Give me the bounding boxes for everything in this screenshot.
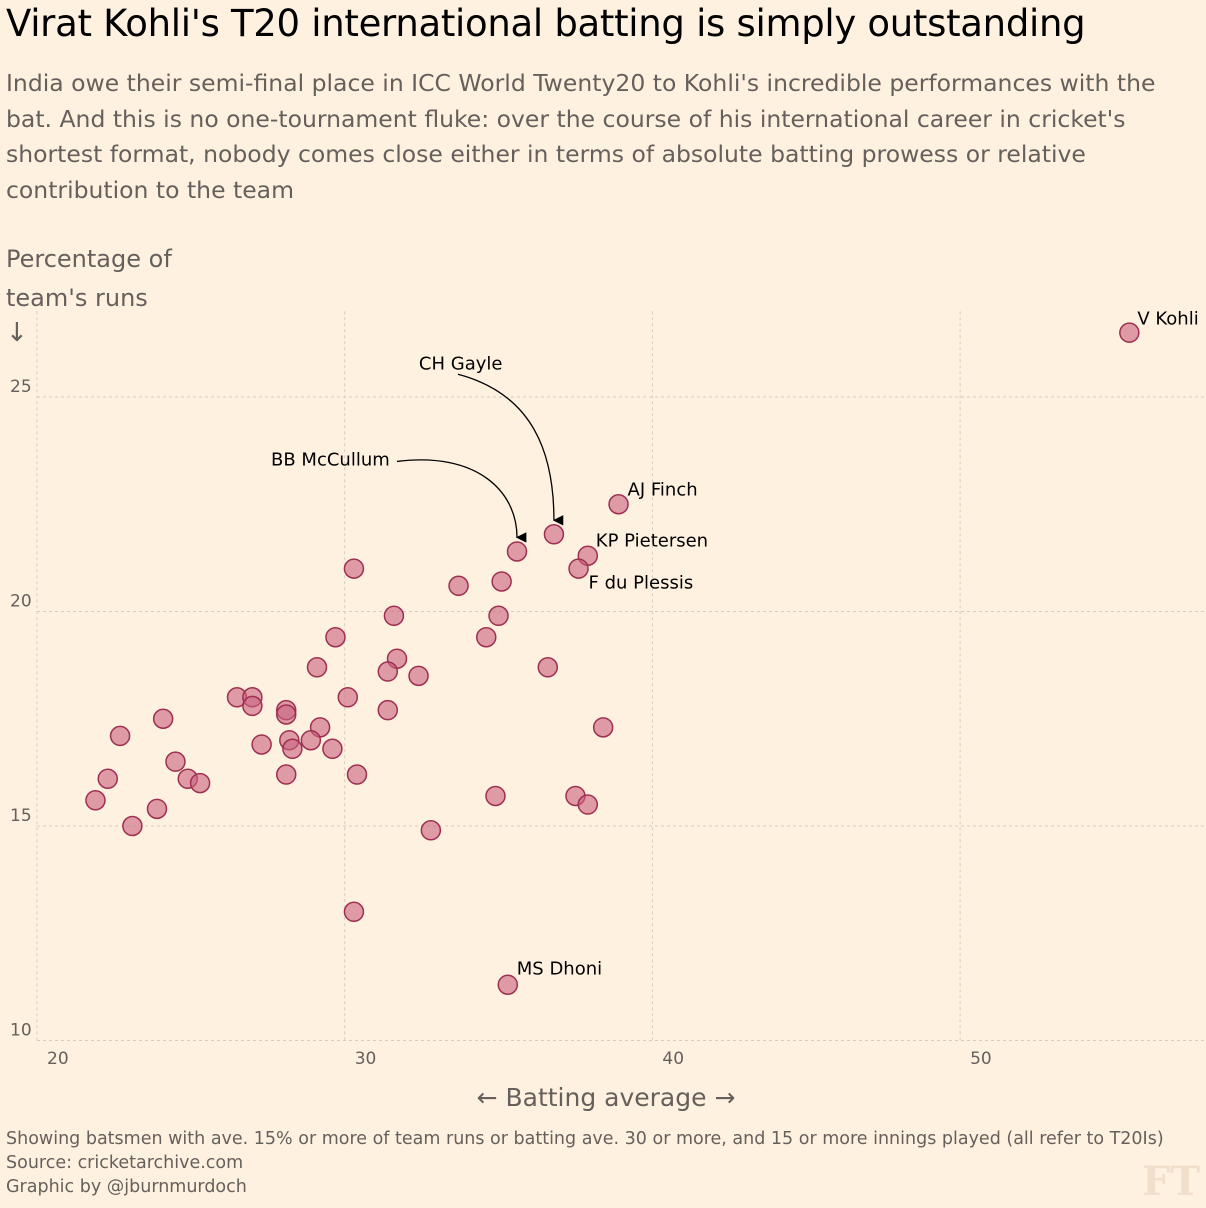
data-point-ms-dhoni [497, 974, 519, 995]
annotation-arrow [396, 459, 527, 543]
x-tick-label: 20 [47, 1049, 69, 1069]
y-tick-label: 15 [10, 806, 32, 826]
data-point [383, 605, 405, 627]
data-point [325, 626, 346, 648]
data-point [346, 764, 368, 785]
x-tick-label: 30 [355, 1049, 377, 1069]
data-point [275, 704, 297, 725]
data-point [485, 785, 506, 807]
data-point [592, 717, 614, 738]
data-point [322, 738, 343, 760]
data-point-f-du-plessis [568, 558, 589, 579]
data-point [537, 657, 559, 678]
data-point [152, 708, 174, 729]
y-tick-label: 20 [10, 592, 32, 612]
data-point-ch-gayle [543, 524, 565, 545]
data-point [251, 734, 272, 755]
data-point-aj-finch [608, 494, 629, 515]
ft-logo: FT [1141, 1158, 1200, 1205]
point-label: BB McCullum [271, 449, 390, 470]
data-point [242, 695, 263, 717]
y-axis-label: Percentage of team's runs [6, 245, 172, 312]
point-label: F du Plessis [589, 573, 694, 594]
point-label: CH Gayle [419, 353, 503, 374]
data-point [306, 657, 328, 678]
point-label: KP Pietersen [596, 531, 708, 552]
data-point [109, 725, 131, 747]
x-axis-label: ← Batting average → [477, 1083, 736, 1112]
data-point [275, 764, 297, 785]
x-tick-label: 40 [662, 1049, 684, 1069]
data-point [337, 687, 359, 708]
data-point [488, 605, 509, 627]
data-point [420, 820, 442, 841]
data-point-v-kohli [1119, 322, 1140, 343]
data-point [300, 729, 322, 751]
data-point [343, 558, 365, 579]
data-point [377, 699, 399, 721]
data-point-bb-mccullum [506, 541, 528, 562]
data-point [189, 772, 211, 794]
data-point [282, 738, 303, 760]
data-point [97, 768, 119, 790]
y-tick-label: 10 [10, 1021, 32, 1041]
annotation-arrow [457, 373, 564, 526]
chart-subtitle: India owe their semi-final place in ICC … [6, 69, 1156, 204]
data-point [491, 571, 512, 592]
data-point [122, 815, 143, 837]
point-label: AJ Finch [628, 479, 698, 500]
x-tick-label: 50 [970, 1049, 992, 1069]
point-label: MS Dhoni [517, 959, 602, 980]
footnote: Showing batsmen with ave. 15% or more of… [6, 1129, 1164, 1149]
data-point [475, 626, 497, 648]
footer: Showing batsmen with ave. 15% or more of… [6, 1127, 1164, 1199]
data-point [408, 665, 429, 687]
data-point [448, 575, 469, 597]
y-tick-label: 25 [10, 377, 32, 397]
source: Source: cricketarchive.com [6, 1153, 244, 1173]
data-point [146, 798, 168, 820]
data-point [377, 661, 399, 682]
credit: Graphic by @jburnmurdoch [6, 1177, 247, 1197]
data-point [85, 790, 106, 811]
y-axis-arrow-icon: ↓ [6, 318, 28, 348]
data-point [165, 751, 186, 772]
data-point [577, 794, 599, 815]
chart-title: Virat Kohli's T20 international batting … [6, 2, 1086, 45]
data-point [343, 901, 365, 923]
point-label: V Kohli [1137, 309, 1198, 330]
